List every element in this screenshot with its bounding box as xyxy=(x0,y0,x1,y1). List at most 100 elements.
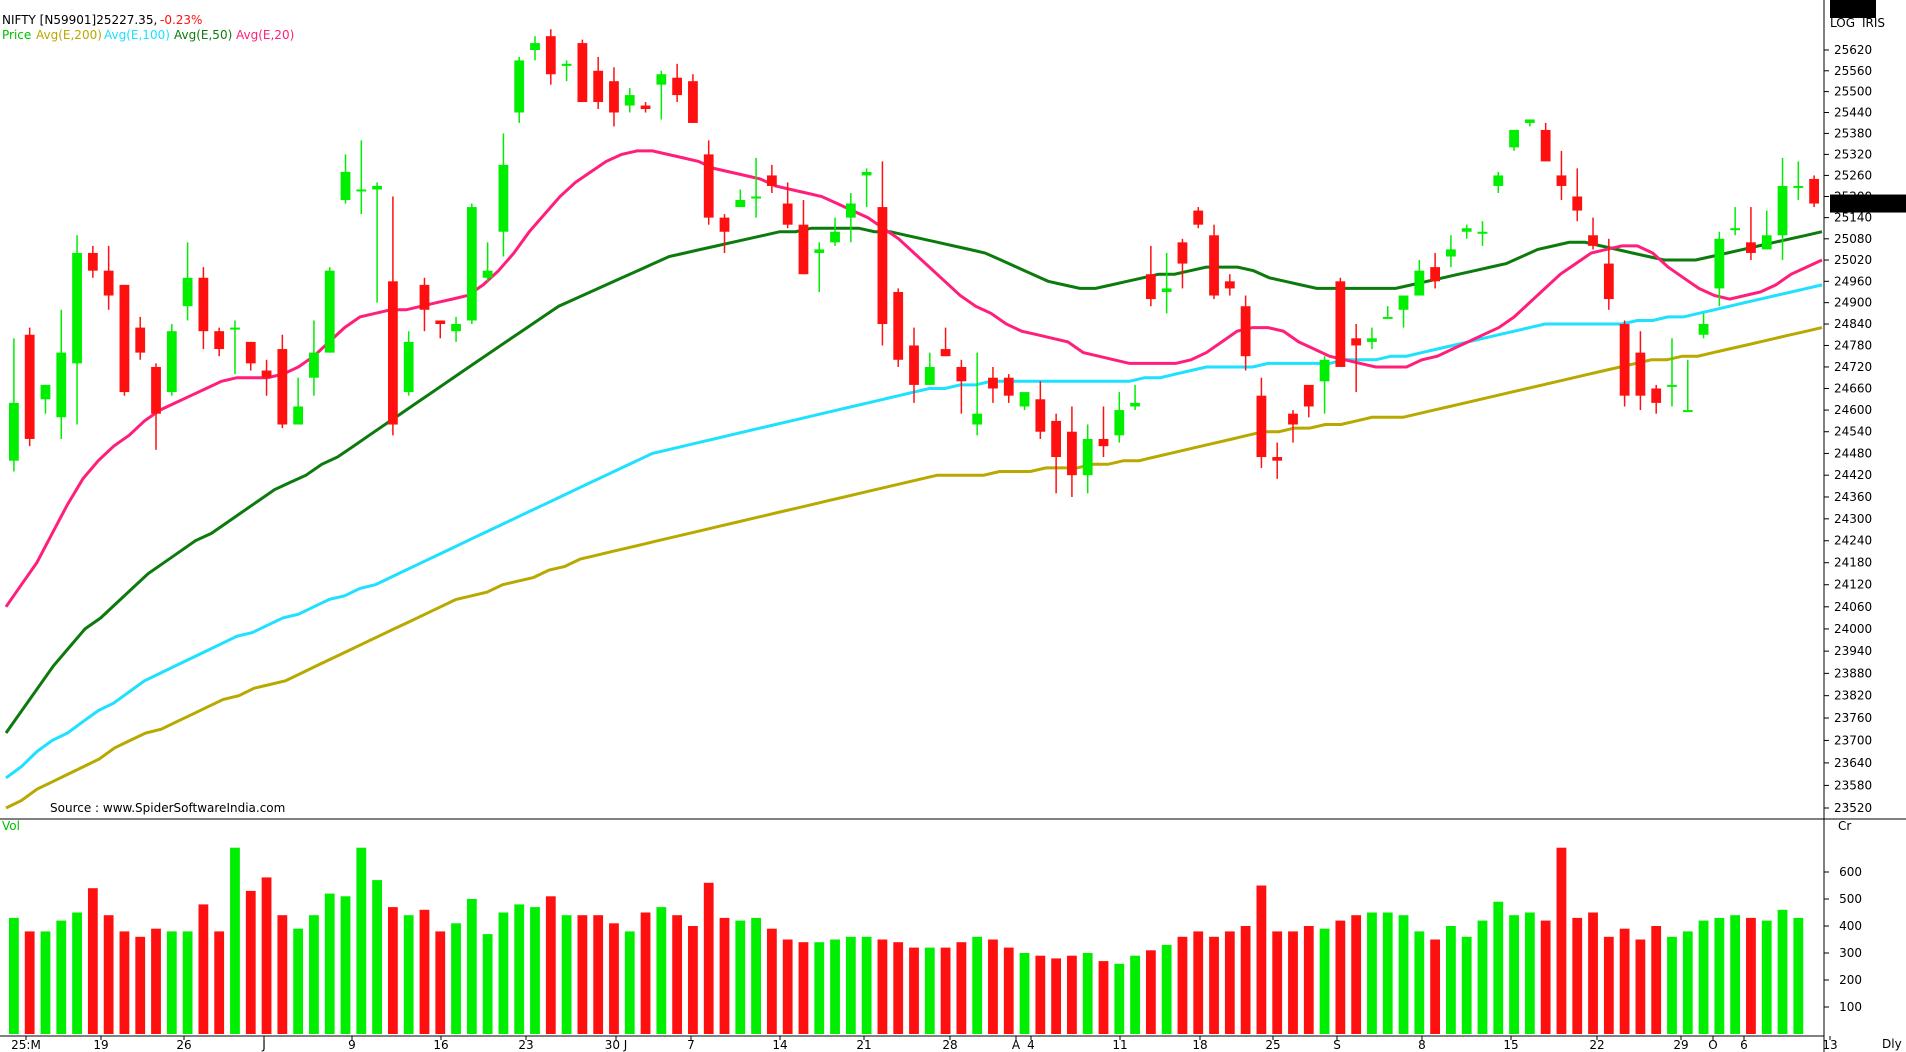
candle-body xyxy=(1209,235,1219,296)
volume-bar xyxy=(1367,912,1377,1034)
candle-body xyxy=(561,63,572,66)
volume-tick-label: 600 xyxy=(1839,865,1862,879)
volume-bar xyxy=(956,942,967,1034)
price-tick-label: 24120 xyxy=(1834,578,1872,592)
candle-body xyxy=(798,224,809,275)
candle-body xyxy=(1446,249,1456,257)
price-tick-label: 25440 xyxy=(1834,105,1872,119)
volume-bar xyxy=(1446,926,1456,1034)
candle-body xyxy=(1714,238,1725,289)
candle-body xyxy=(1051,420,1062,458)
header-symbol: NIFTY [N59901]25227.35, xyxy=(2,13,157,27)
volume-tick-label: 200 xyxy=(1839,973,1862,987)
candle-body xyxy=(1067,431,1077,476)
candle-body xyxy=(1588,235,1598,246)
candle-body xyxy=(924,366,935,385)
price-tick-label: 23820 xyxy=(1834,689,1872,703)
price-tick-label: 24240 xyxy=(1834,534,1872,548)
volume-bar xyxy=(861,936,872,1034)
volume-bar xyxy=(9,917,19,1034)
candle-body xyxy=(387,281,398,425)
volume-bar xyxy=(372,880,382,1034)
volume-bar xyxy=(1667,936,1677,1034)
price-tick-label: 24720 xyxy=(1834,360,1872,374)
candle-body xyxy=(1414,270,1425,296)
current-price-marker xyxy=(1830,194,1906,213)
candle-body xyxy=(1098,438,1109,447)
candle-body xyxy=(940,349,951,357)
volume-bar xyxy=(1209,936,1219,1034)
volume-tick-label: 500 xyxy=(1839,892,1862,906)
legend-price: Price xyxy=(2,28,31,42)
candle-body xyxy=(198,277,209,332)
volume-bar xyxy=(1272,931,1283,1034)
volume-bar xyxy=(419,909,430,1034)
price-tick-label: 23760 xyxy=(1834,711,1872,725)
volume-bar xyxy=(1730,915,1741,1034)
candle-body xyxy=(87,252,98,271)
time-tick-label: 15 xyxy=(1503,1038,1518,1052)
volume-bar xyxy=(940,947,951,1034)
volume-bar xyxy=(1619,928,1630,1034)
price-tick-label: 25140 xyxy=(1834,211,1872,225)
volume-bar xyxy=(1319,928,1330,1034)
volume-label: Vol xyxy=(2,819,20,833)
price-tick-label: 25080 xyxy=(1834,232,1872,246)
volume-bar xyxy=(277,915,288,1034)
period-label[interactable]: Dly xyxy=(1882,1037,1902,1051)
volume-bar xyxy=(766,928,777,1034)
candle-body xyxy=(830,231,840,243)
volume-bar xyxy=(924,947,935,1034)
price-tick-label: 24180 xyxy=(1834,556,1872,570)
volume-bar xyxy=(1588,912,1598,1034)
volume-bar xyxy=(1509,915,1519,1034)
legend-ema200: Avg(E,200) xyxy=(36,28,102,42)
time-tick-label: S xyxy=(1333,1038,1341,1052)
candle-body xyxy=(1556,175,1567,186)
candle-body xyxy=(1351,338,1362,346)
candle-body xyxy=(861,171,872,176)
candle-body xyxy=(1382,316,1393,319)
candle-body xyxy=(403,341,414,393)
candle-body xyxy=(119,284,130,393)
candle-body xyxy=(1082,438,1093,476)
candle-body xyxy=(1651,388,1662,403)
volume-bar xyxy=(672,915,683,1034)
candle-body xyxy=(719,217,730,232)
volume-bar xyxy=(1682,931,1693,1034)
candle-body xyxy=(1682,410,1693,413)
candle-body xyxy=(1335,281,1346,367)
candle-body xyxy=(1509,129,1519,148)
price-tick-label: 25500 xyxy=(1834,85,1872,99)
volume-bar xyxy=(561,915,572,1034)
volume-bar xyxy=(498,912,509,1034)
candle-body xyxy=(56,352,67,418)
candle-body xyxy=(1303,384,1314,407)
candle-body xyxy=(1809,178,1819,204)
time-tick-label: 9 xyxy=(348,1038,356,1052)
candle-body xyxy=(1019,392,1030,407)
candle-body xyxy=(909,345,919,385)
volume-bar xyxy=(1161,944,1172,1034)
candle-body xyxy=(1430,267,1441,282)
price-tick-label: 24660 xyxy=(1834,381,1872,395)
price-tick-label: 24360 xyxy=(1834,490,1872,504)
volume-bar xyxy=(1793,917,1804,1034)
volume-bar xyxy=(1303,926,1314,1034)
candle-body xyxy=(1761,235,1772,250)
volume-bar xyxy=(909,947,919,1034)
candle-body xyxy=(1193,210,1204,225)
candle-body xyxy=(482,270,493,278)
candle-body xyxy=(1256,395,1267,458)
price-tick-label: 23520 xyxy=(1834,801,1872,815)
time-tick-label: 18 xyxy=(1192,1038,1207,1052)
candle-body xyxy=(609,81,619,113)
volume-bar xyxy=(1177,936,1188,1034)
candle-body xyxy=(530,43,540,50)
volume-bar xyxy=(135,936,146,1034)
price-tick-label: 24900 xyxy=(1834,296,1872,310)
candle-body xyxy=(1145,274,1156,300)
log-label[interactable]: LOG xyxy=(1830,16,1855,30)
candle-body xyxy=(1161,288,1172,292)
